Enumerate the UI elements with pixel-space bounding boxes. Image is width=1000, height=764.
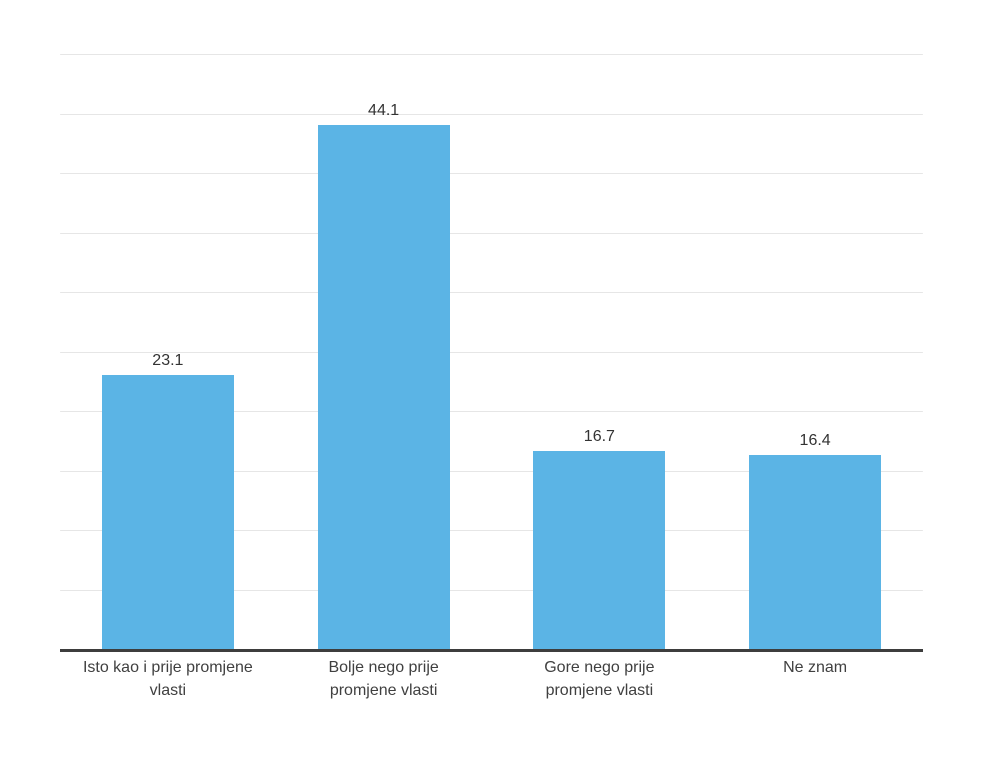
- bar-value-label-4: 16.4: [799, 431, 831, 449]
- bar-group-2: 44.1: [276, 55, 492, 650]
- bar-3[interactable]: [533, 451, 666, 650]
- gridline: [60, 589, 923, 591]
- x-axis-labels: Isto kao i prije promjene vlasti Bolje n…: [60, 656, 923, 702]
- gridline: [60, 292, 923, 293]
- gridline: [60, 530, 923, 531]
- x-axis-label-line: promjene vlasti: [545, 682, 654, 699]
- x-axis-line: [60, 649, 923, 652]
- bar-value-label-3: 16.7: [583, 428, 615, 446]
- x-axis-label-2: Bolje nego prije promjene vlasti: [276, 656, 492, 702]
- x-axis-label-3: Gore nego prije promjene vlasti: [492, 656, 708, 702]
- bar-value-label-2: 44.1: [368, 102, 400, 120]
- x-axis-label-line: vlasti: [149, 682, 187, 699]
- gridline: [60, 113, 923, 115]
- x-axis-label-line: Isto kao i prije promjene: [82, 659, 253, 676]
- gridline: [60, 351, 923, 353]
- bar-2[interactable]: [317, 125, 450, 650]
- gridline: [60, 173, 923, 174]
- bar-group-3: 16.7: [492, 55, 708, 650]
- gridline: [60, 470, 923, 472]
- bar-value-label-1: 23.1: [152, 352, 184, 370]
- x-axis-label-line: promjene vlasti: [329, 682, 438, 699]
- gridline: [60, 54, 923, 55]
- bar-group-4: 16.4: [707, 55, 923, 650]
- x-axis-label-line: Gore nego prije: [544, 659, 655, 676]
- x-axis-label-line: Ne znam: [783, 659, 848, 676]
- bar-slots: 23.1 44.1 16.7 16.4: [60, 55, 923, 650]
- bar-1[interactable]: [101, 375, 234, 650]
- x-axis-label-4: Ne znam: [707, 656, 923, 702]
- gridline: [60, 411, 923, 412]
- bar-4[interactable]: [749, 454, 882, 650]
- x-axis-label-line: Bolje nego prije: [328, 659, 439, 676]
- x-axis-label-1: Isto kao i prije promjene vlasti: [60, 656, 276, 702]
- bar-group-1: 23.1: [60, 55, 276, 650]
- gridline: [60, 232, 923, 234]
- plot-area: 23.1 44.1 16.7 16.4: [60, 54, 923, 650]
